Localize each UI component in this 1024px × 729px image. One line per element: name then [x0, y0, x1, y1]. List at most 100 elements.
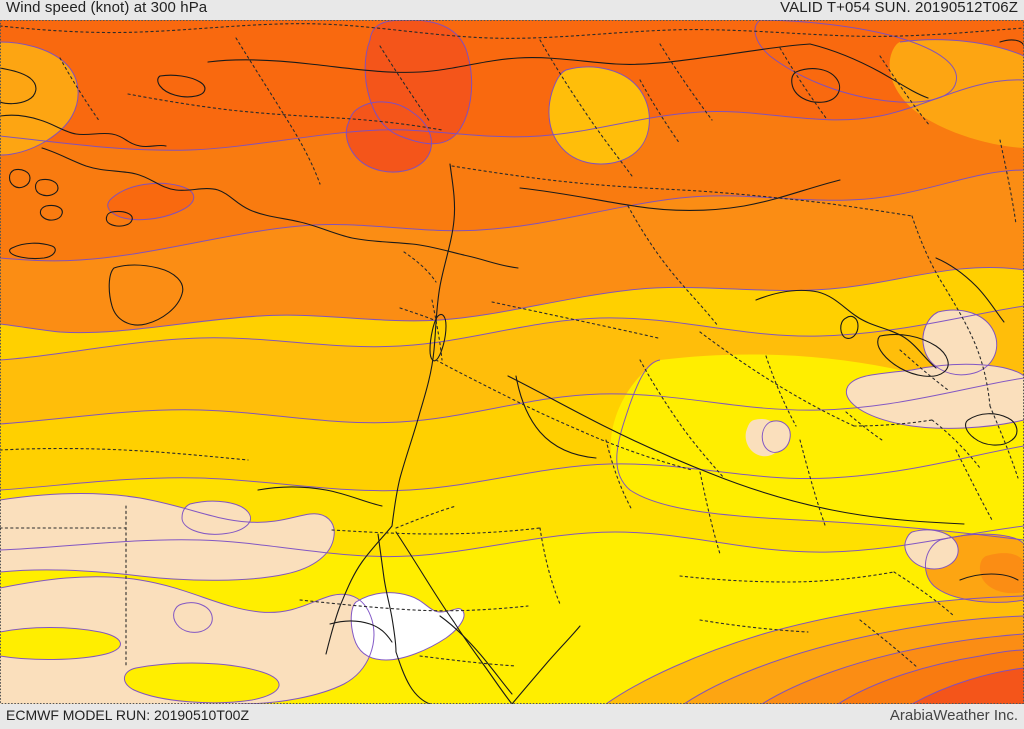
isoline-tongue-arabia [616, 359, 1024, 541]
isoline-patch-arabia-2 [845, 363, 1024, 429]
weather-map-canvas[interactable] [0, 20, 1024, 704]
fill-patch-arabia-2 [846, 364, 1024, 429]
coastline-redsea-east [439, 615, 513, 695]
wind-speed-contour-chart [0, 20, 1024, 704]
coastline-layer [0, 39, 1024, 704]
coastline-uae [877, 333, 949, 377]
coastline-island-3 [39, 204, 63, 221]
border-sudan-1 [299, 599, 529, 612]
border-iraq-syria [627, 205, 719, 327]
border-saudi-uae [853, 419, 933, 427]
fill-band-verylow-sahara-2 [0, 493, 335, 581]
coastline-arabia-redsea [511, 625, 581, 704]
border-gulf-inner [899, 349, 949, 391]
border-jordan-saudi-2 [605, 439, 633, 511]
coastline-cyprus [108, 264, 184, 326]
isoline-notch-aegean [0, 41, 79, 156]
coastline-marmara [157, 74, 206, 98]
border-palestine-2 [399, 307, 435, 321]
fill-band-se-strongest [912, 668, 1024, 704]
coastline-lakevan [791, 68, 841, 103]
border-saudi-inner-1 [699, 471, 721, 555]
coastline-gulf-suez [377, 533, 397, 653]
border-iran-se [989, 405, 1019, 479]
isoline-9 [683, 615, 1024, 704]
border-palestine [403, 251, 437, 283]
border-turkey-inner-6 [879, 55, 931, 127]
map-footer: ECMWF MODEL RUN: 20190510T00Z ArabiaWeat… [0, 704, 1024, 729]
isoline-sahara-1 [0, 576, 375, 704]
border-cyprus-dotted [639, 79, 681, 145]
map-header: Wind speed (knot) at 300 hPa VALID T+054… [0, 0, 1024, 20]
isoline-patch-mid-right [761, 420, 791, 453]
valid-time-label: VALID T+054 SUN. 20190512T06Z [780, 0, 1018, 16]
coastline-anatolia-south [41, 147, 519, 269]
isoline-6 [0, 445, 1024, 492]
border-se-2 [859, 619, 919, 669]
contour-fill-layer [0, 20, 1024, 704]
border-greece-turkey [59, 57, 101, 123]
isoline-patch-se-low [904, 529, 959, 570]
border-saudi-yemen [679, 571, 895, 583]
border-turkey-inner-1 [235, 37, 321, 185]
coastline-island-2 [34, 178, 59, 197]
fill-patch-se-low [904, 529, 959, 569]
isoline-core-ne-turkey [754, 20, 957, 103]
coastline-blacksea-south [207, 43, 811, 73]
political-border-layer [0, 23, 1024, 669]
isoline-5 [0, 377, 1024, 425]
coastline-crete [9, 242, 56, 260]
border-turkey-inner-2 [379, 45, 431, 123]
border-se-1 [699, 619, 809, 633]
isoline-patch-arabia-1 [922, 309, 998, 376]
isoline-sahara-small [173, 602, 213, 633]
coastline-gulf-north [935, 257, 1005, 323]
border-saudi-kuwait [845, 411, 883, 441]
coastline-se-1 [959, 573, 1019, 581]
coastline-sinai-east [395, 531, 513, 704]
border-saudi-iraq [699, 331, 855, 427]
coastline-tigris-line [507, 375, 965, 525]
isoline-inlet-2 [124, 662, 280, 704]
fill-patch-mid-right [762, 420, 791, 453]
isoline-sahara-sliver [181, 500, 251, 535]
model-run-label: ECMWF MODEL RUN: 20190510T00Z [6, 707, 249, 723]
border-turkey-inner-7 [127, 93, 443, 131]
border-yemen-oman [893, 571, 955, 617]
isoline-10 [761, 633, 1024, 704]
border-arabia-inner-3 [639, 359, 725, 479]
coastline-turkey-ne [809, 43, 929, 99]
border-saudi-oman [931, 419, 981, 469]
coastline-gulf-arabia [755, 289, 937, 369]
fill-notch-aegean [0, 42, 79, 155]
border-sinai [395, 505, 457, 529]
border-egypt-sudan [331, 527, 541, 535]
fill-local-max-medsea [107, 183, 194, 220]
fill-inlet-yellow-1 [0, 627, 121, 660]
page-title: Wind speed (knot) at 300 hPa [6, 0, 208, 16]
coastline-nile-delta [329, 620, 393, 643]
coastline-island-1 [8, 168, 31, 189]
fill-lobe-syria [548, 66, 650, 164]
fill-blob-east-mid2 [979, 553, 1024, 594]
isoline-core-turkey [364, 20, 473, 145]
coastline-dead-sea [429, 313, 447, 362]
border-turkey-north [0, 23, 1024, 39]
fill-wind-minimum [351, 592, 465, 660]
coastline-aegean-peninsulas [0, 114, 167, 148]
isoline-core-turkey-lobe [345, 101, 432, 173]
isoline-7 [0, 525, 1024, 558]
border-turkey-inner-4 [659, 43, 713, 121]
border-turkey-inner-3 [539, 39, 633, 177]
border-sudan-2 [539, 527, 561, 605]
isoline-sahara-2 [0, 493, 335, 581]
isoline-lobe-ne [899, 39, 1024, 57]
isoline-3 [0, 267, 1024, 334]
coastline-redsea-west [395, 651, 431, 704]
coastline-iraq-line [515, 375, 597, 459]
isoline-2 [0, 169, 1024, 262]
border-oman-inner [955, 449, 993, 521]
fill-band-verylow-sahara [0, 576, 374, 704]
border-turkey-syria [451, 165, 913, 217]
fill-lobe-ne [889, 39, 1024, 148]
